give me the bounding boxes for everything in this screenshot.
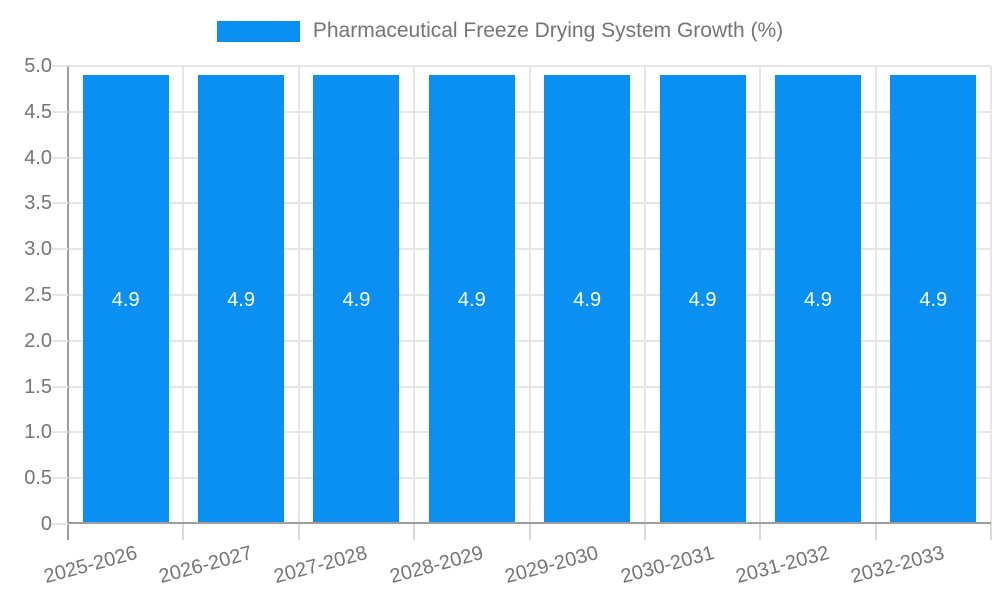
y-axis-tick [52, 385, 68, 388]
y-axis-tick [52, 477, 68, 480]
bar-value-label: 4.9 [111, 288, 140, 311]
legend-label: Pharmaceutical Freeze Drying System Grow… [312, 19, 784, 42]
y-axis-label: 0 [40, 513, 52, 535]
y-axis-tick [52, 110, 68, 113]
x-axis-line [68, 522, 991, 524]
bar-value-label: 4.9 [804, 288, 832, 311]
x-axis-tick [182, 524, 185, 540]
bar-value-label: 4.9 [227, 288, 255, 311]
bar-value-label: 4.9 [457, 288, 486, 311]
y-axis-tick [52, 202, 68, 205]
x-axis-tick [297, 524, 300, 540]
plot-area: 4.9 4.9 4.9 4.9 4.9 4.9 4.9 4.9 [68, 65, 992, 524]
bar-2030-2031: 4.9 [659, 75, 746, 524]
gridline-vertical [643, 66, 646, 524]
bar-value-label: 4.9 [573, 288, 602, 311]
y-axis-label: 4.5 [24, 100, 52, 123]
bar-2029-2030: 4.9 [544, 75, 631, 524]
x-axis-tick [528, 524, 531, 540]
y-axis-label: 1.5 [24, 375, 52, 398]
y-axis-label: 3.0 [24, 238, 52, 261]
y-axis-tick [52, 431, 68, 434]
gridline-vertical [990, 66, 992, 524]
y-axis-tick [52, 248, 68, 251]
bar-2026-2027: 4.9 [198, 75, 285, 524]
y-axis-label: 0.5 [24, 467, 52, 490]
bar-2027-2028: 4.9 [313, 75, 400, 524]
gridline-vertical [874, 66, 877, 524]
y-axis-tick [52, 339, 68, 342]
y-axis-line [67, 66, 69, 540]
gridline-vertical [759, 66, 762, 524]
y-axis-label: 5.0 [24, 55, 52, 77]
y-axis-label: 2.5 [24, 284, 52, 306]
bar-value-label: 4.9 [919, 288, 948, 311]
y-axis-label: 1.0 [24, 421, 52, 444]
bar-value-label: 4.9 [342, 288, 371, 311]
y-axis-tick [52, 523, 68, 525]
bar-2031-2032: 4.9 [774, 75, 861, 524]
x-axis-tick [759, 524, 762, 540]
gridline-vertical [528, 66, 531, 524]
gridline-vertical [413, 66, 416, 524]
y-axis-tick [52, 65, 68, 67]
legend-swatch [216, 20, 300, 42]
y-axis-tick [52, 156, 68, 159]
y-axis-label: 2.0 [24, 329, 52, 352]
x-axis-tick [874, 524, 877, 540]
y-axis-label: 3.5 [24, 192, 52, 215]
bar-2028-2029: 4.9 [428, 75, 515, 524]
gridline-vertical [182, 66, 185, 524]
x-axis-tick [990, 524, 992, 540]
y-axis-tick [52, 294, 68, 296]
x-axis-tick [413, 524, 416, 540]
bar-2032-2033: 4.9 [890, 75, 977, 524]
gridline-vertical [297, 66, 300, 524]
x-axis-tick [643, 524, 646, 540]
y-axis-label: 4.0 [24, 146, 52, 169]
legend: Pharmaceutical Freeze Drying System Grow… [0, 19, 1000, 43]
bar-value-label: 4.9 [688, 288, 717, 311]
bar-2025-2026: 4.9 [82, 75, 169, 524]
